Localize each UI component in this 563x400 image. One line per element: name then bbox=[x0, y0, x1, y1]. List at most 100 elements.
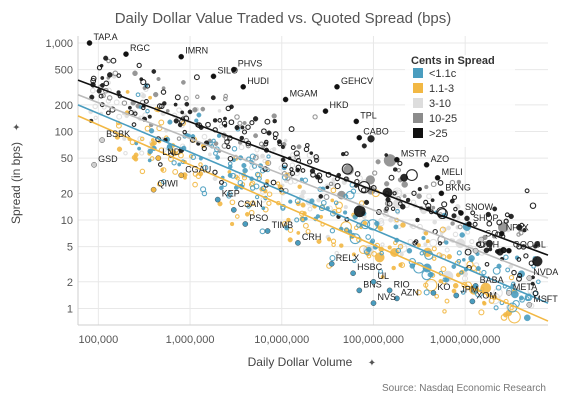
point-label: LND bbox=[162, 147, 181, 157]
data-point bbox=[289, 162, 296, 168]
data-point bbox=[452, 282, 459, 289]
data-point bbox=[451, 194, 458, 200]
data-point bbox=[432, 219, 438, 225]
data-point bbox=[127, 105, 132, 110]
data-point bbox=[287, 227, 294, 233]
x-tick-label: 1,000,000,000 bbox=[430, 334, 500, 346]
point-label: META bbox=[513, 282, 537, 292]
data-point bbox=[100, 83, 105, 88]
data-point bbox=[165, 108, 170, 113]
data-point bbox=[524, 188, 530, 194]
data-point bbox=[516, 257, 522, 262]
data-point bbox=[217, 109, 222, 113]
source-note: Source: Nasdaq Economic Research bbox=[382, 383, 546, 394]
data-point bbox=[196, 112, 202, 118]
data-point bbox=[300, 189, 307, 195]
data-point bbox=[254, 171, 261, 178]
data-point bbox=[363, 248, 370, 255]
labeled-point-marker bbox=[99, 137, 105, 143]
point-label: QIWI bbox=[158, 179, 179, 189]
y-axis-ticks: 1,000 500 200 100 50 20 10 5 2 1 bbox=[45, 38, 73, 315]
labeled-point-marker bbox=[91, 161, 97, 168]
y-axis-title: Spread (in bps) bbox=[9, 142, 23, 224]
data-point bbox=[392, 167, 398, 172]
point-label: KEP bbox=[222, 189, 240, 199]
data-point bbox=[216, 133, 222, 138]
data-point bbox=[523, 253, 529, 259]
point-label: IMRN bbox=[185, 46, 208, 56]
data-point bbox=[488, 297, 495, 304]
labeled-point-marker bbox=[506, 247, 512, 254]
point-label: TPL bbox=[360, 110, 377, 120]
data-point bbox=[534, 241, 541, 247]
data-point bbox=[511, 290, 519, 299]
data-point bbox=[213, 141, 219, 146]
data-point bbox=[508, 274, 515, 281]
data-point bbox=[121, 100, 128, 106]
data-point bbox=[430, 198, 435, 203]
data-point bbox=[399, 252, 404, 257]
x-tick-label: 10,000,000 bbox=[254, 334, 309, 346]
data-point bbox=[282, 220, 288, 227]
data-point bbox=[192, 181, 198, 188]
data-point bbox=[229, 221, 235, 227]
pin-icon[interactable]: ✦ bbox=[12, 123, 23, 131]
y-tick-label: 2 bbox=[67, 277, 73, 289]
chart-title: Daily Dollar Value Traded vs. Quoted Spr… bbox=[115, 10, 452, 27]
point-label: NVDA bbox=[533, 267, 558, 277]
data-point bbox=[151, 69, 157, 74]
data-point bbox=[187, 109, 193, 115]
data-point bbox=[423, 242, 428, 247]
labeled-point-marker bbox=[214, 196, 221, 203]
point-label: RELX bbox=[336, 253, 360, 263]
data-point bbox=[105, 98, 112, 104]
point-label: HSBC bbox=[357, 262, 383, 272]
data-point bbox=[215, 155, 220, 160]
labeled-point-marker bbox=[178, 172, 184, 179]
data-point bbox=[300, 168, 306, 173]
data-point bbox=[128, 109, 134, 116]
data-point bbox=[396, 167, 402, 173]
data-point bbox=[294, 154, 301, 161]
point-label: SHOP bbox=[473, 213, 499, 223]
labeled-point-marker bbox=[334, 84, 340, 90]
data-point bbox=[133, 111, 138, 116]
labeled-point-marker bbox=[472, 247, 479, 254]
pin-icon[interactable]: ✦ bbox=[368, 358, 376, 369]
point-label: MSTR bbox=[401, 149, 427, 159]
data-point bbox=[156, 76, 161, 82]
data-point bbox=[223, 123, 228, 128]
data-point bbox=[440, 266, 447, 273]
data-point bbox=[143, 98, 149, 104]
data-point bbox=[160, 167, 165, 172]
data-point bbox=[453, 206, 458, 212]
y-tick-label: 50 bbox=[61, 153, 73, 165]
data-point bbox=[333, 200, 339, 206]
data-point bbox=[192, 107, 198, 113]
data-point bbox=[171, 160, 177, 166]
data-point bbox=[402, 194, 407, 199]
data-point bbox=[145, 83, 151, 89]
data-point bbox=[405, 197, 411, 203]
data-point bbox=[207, 152, 212, 157]
data-point bbox=[500, 247, 507, 254]
legend-swatch bbox=[413, 113, 423, 123]
x-axis-title: Daily Dollar Volume bbox=[248, 355, 353, 369]
data-point bbox=[395, 208, 400, 214]
data-point bbox=[218, 124, 224, 129]
legend-swatch bbox=[413, 98, 423, 108]
data-point bbox=[390, 206, 396, 212]
labeled-point-marker bbox=[240, 84, 246, 90]
data-point bbox=[261, 206, 266, 211]
data-point bbox=[180, 110, 185, 115]
data-point bbox=[509, 305, 514, 311]
data-point bbox=[503, 254, 509, 261]
labeled-point-marker bbox=[434, 174, 441, 181]
data-point bbox=[131, 154, 138, 161]
x-tick-label: 100,000,000 bbox=[343, 334, 404, 346]
data-point bbox=[423, 282, 429, 288]
data-point bbox=[217, 118, 223, 123]
labeled-point-marker bbox=[370, 300, 377, 306]
data-point bbox=[234, 125, 240, 131]
point-label: TIMB bbox=[272, 220, 294, 230]
